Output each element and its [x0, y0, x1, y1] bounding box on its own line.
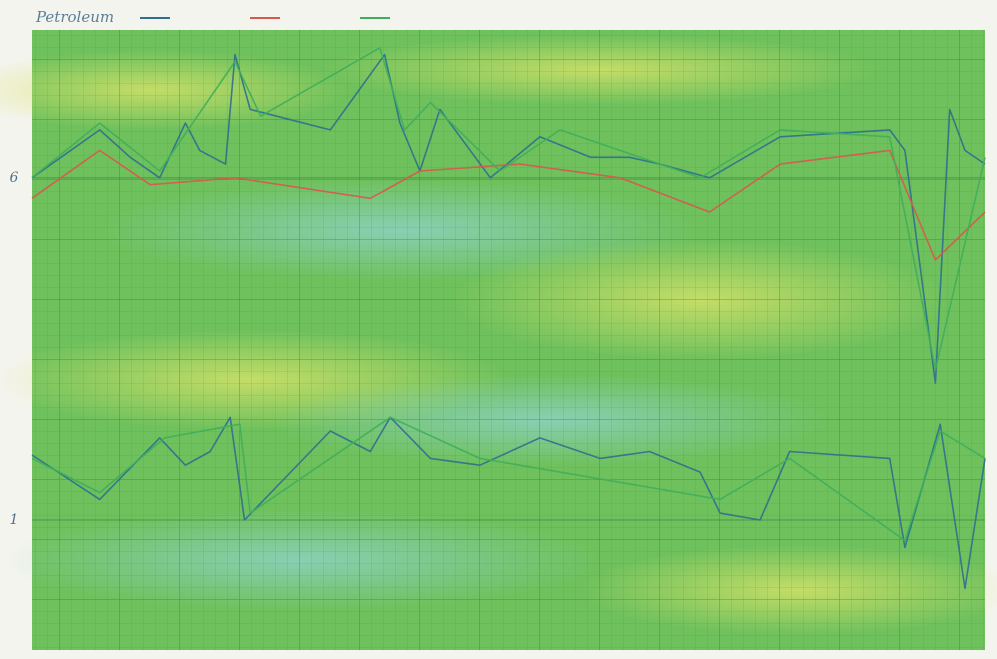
- y-tick-label: 6: [10, 170, 19, 186]
- chart: Petroleum 1 6: [0, 0, 997, 659]
- chart-title: Petroleum: [35, 8, 114, 26]
- y-tick-label: 1: [10, 512, 19, 528]
- paper: [0, 30, 997, 650]
